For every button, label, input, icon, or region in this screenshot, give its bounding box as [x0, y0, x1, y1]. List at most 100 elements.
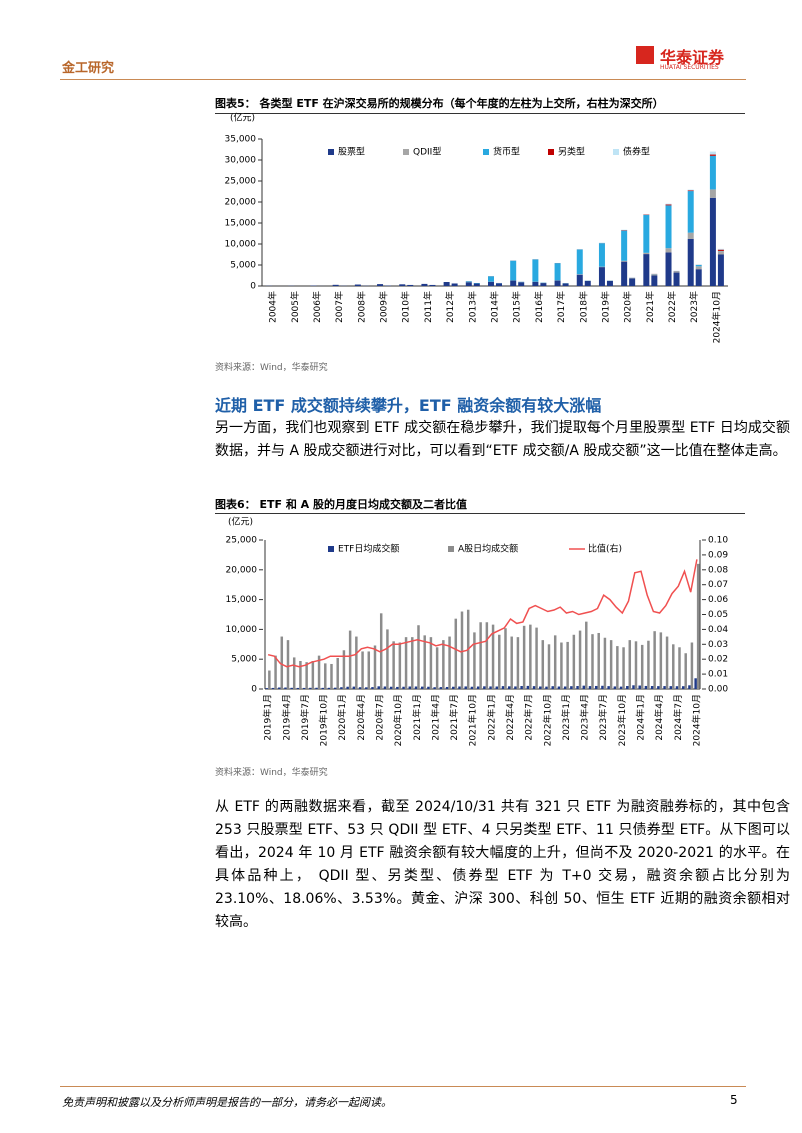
bar [414, 686, 418, 689]
bar-segment [332, 284, 339, 286]
y-tick-label: 0.02 [708, 655, 728, 665]
legend-label: A股日均成交额 [458, 543, 518, 555]
x-tick-label: 2019年7月 [299, 694, 311, 741]
bar-segment [540, 283, 547, 286]
bar [535, 627, 538, 689]
bar-segment [584, 280, 591, 286]
bar [665, 636, 669, 689]
x-tick-label: 2019年1月 [262, 694, 274, 741]
y-tick-label: 0.07 [708, 580, 728, 590]
brand: 华泰证券 [660, 48, 725, 67]
bar-segment [673, 272, 680, 286]
x-tick-label: 2017年 [555, 291, 567, 323]
x-tick-label: 2008年 [355, 291, 367, 323]
bar [464, 686, 467, 689]
bar [389, 686, 393, 689]
bar [333, 687, 337, 689]
bar-segment [465, 281, 472, 283]
legend-swatch [328, 149, 334, 155]
bar-segment [687, 191, 694, 233]
x-tick-label: 2020年10月 [392, 694, 404, 746]
bar-segment [473, 283, 480, 286]
bar-segment [554, 280, 561, 286]
x-tick-label: 2016年 [533, 291, 545, 323]
bar [498, 634, 501, 689]
bar [601, 685, 604, 689]
bar-segment [554, 263, 561, 281]
bar-segment [643, 254, 650, 286]
y-tick-label: 10,000 [225, 240, 257, 250]
bar-segment [429, 284, 436, 286]
bar [321, 687, 325, 689]
legend-label: 比值(右) [588, 543, 622, 555]
bar-segment [510, 280, 517, 286]
x-tick-label: 2024年7月 [672, 694, 684, 741]
bar [526, 685, 530, 689]
x-tick-label: 2012年 [444, 291, 456, 323]
bar [553, 635, 557, 689]
x-tick-label: 2022年1月 [485, 694, 497, 741]
bar [458, 686, 461, 689]
bar [647, 640, 650, 689]
bar [396, 686, 399, 689]
bar-segment [629, 278, 636, 286]
bar-segment [621, 260, 628, 262]
legend-label: 另类型 [558, 146, 585, 158]
legend-label: QDII型 [413, 147, 441, 158]
bar [613, 686, 617, 689]
bar-segment [576, 274, 583, 286]
bar [271, 687, 275, 689]
bar [634, 641, 638, 689]
y-tick-label: 30,000 [225, 156, 257, 166]
bar [650, 686, 654, 689]
legend-swatch [403, 149, 409, 155]
bar [265, 688, 269, 689]
bar-segment [687, 238, 694, 286]
y-tick-label: 15,000 [225, 219, 257, 229]
legend-swatch [328, 546, 334, 552]
bar [373, 645, 377, 689]
x-tick-label: 2022年 [666, 291, 678, 323]
x-tick-label: 2011年 [422, 291, 434, 323]
bar-segment [598, 243, 605, 267]
bar-segment [377, 284, 384, 286]
figure-rule [215, 113, 745, 114]
bar [495, 686, 499, 689]
legend-swatch [613, 149, 619, 155]
bar [296, 687, 300, 689]
disclaimer: 免责声明和披露以及分析师声明是报告的一部分，请务必一起阅读。 [62, 1096, 392, 1109]
paragraph: 另一方面，我们也观察到 ETF 成交额在稳步攀升，我们提取每个月里股票型 ETF… [215, 420, 790, 459]
bar [576, 686, 579, 689]
x-tick-label: 2022年10月 [541, 694, 553, 746]
x-tick-label: 2010年 [400, 291, 412, 323]
bar [355, 636, 358, 689]
bar-segment [606, 280, 613, 286]
bar [342, 650, 346, 689]
y-tick-label: 0.01 [708, 670, 728, 680]
bar [591, 634, 594, 689]
y-tick-label: 10,000 [226, 625, 258, 635]
figure-title: 图表5： 各类型 ETF 在沪深交易所的规模分布（每个年度的左柱为上交所，右柱为… [215, 97, 664, 110]
bar [348, 630, 352, 689]
bar [311, 660, 315, 689]
bar [476, 686, 480, 689]
header-rule [60, 79, 746, 80]
paragraph: 从 ETF 的两融数据来看，截至 2024/10/31 共有 321 只 ETF… [215, 799, 790, 930]
bar [681, 686, 685, 689]
bar [479, 622, 482, 689]
bar [622, 647, 625, 689]
y-tick-label: 0.03 [708, 640, 728, 650]
x-tick-label: 2020年4月 [355, 694, 367, 741]
line [267, 559, 698, 668]
legend-label: 股票型 [338, 147, 365, 158]
bar-segment [488, 281, 494, 286]
bar [578, 630, 582, 689]
x-tick-label: 2023年1月 [560, 694, 572, 741]
source: 资料来源：Wind，华泰研究 [215, 768, 328, 778]
bar [557, 686, 561, 689]
bar [501, 686, 505, 689]
bar [411, 637, 414, 689]
y-tick-label: 0 [251, 685, 257, 695]
bar-segment [709, 154, 716, 156]
